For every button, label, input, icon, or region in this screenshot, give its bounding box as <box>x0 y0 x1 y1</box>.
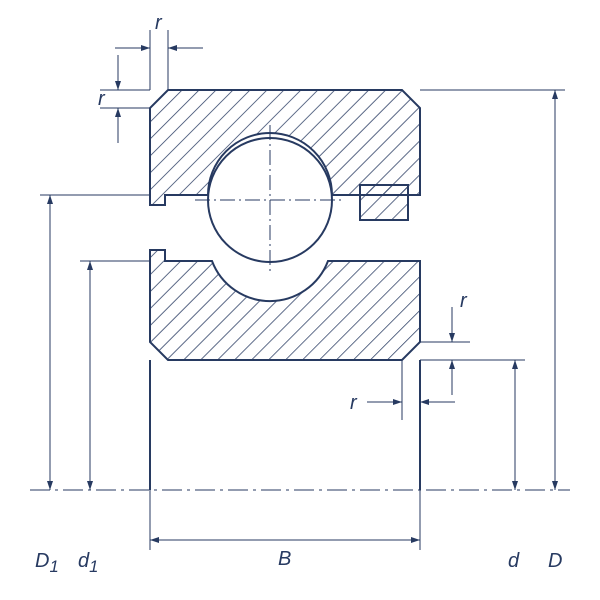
bearing-diagram <box>0 0 600 600</box>
label-r-top: r <box>155 12 162 35</box>
label-r-bottom: r <box>350 392 357 415</box>
label-D1: D1 <box>35 550 59 577</box>
label-d1: d1 <box>78 550 98 577</box>
label-d: d <box>508 550 519 573</box>
label-r-left: r <box>98 88 105 111</box>
label-B: B <box>278 548 291 571</box>
label-r-right: r <box>460 290 467 313</box>
label-D: D <box>548 550 562 573</box>
